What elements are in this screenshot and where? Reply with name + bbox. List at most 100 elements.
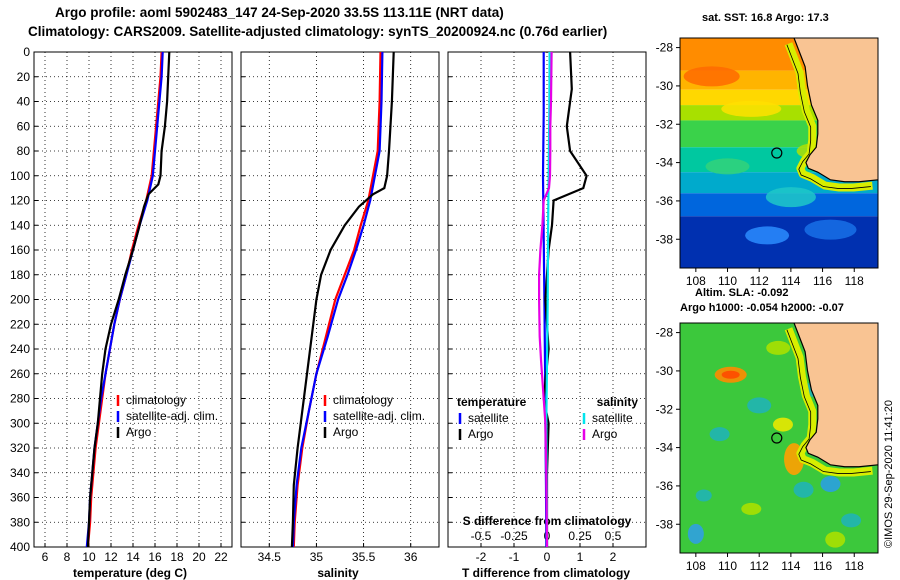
x-tick-label: 10 — [82, 550, 96, 564]
lon-tick-label: 112 — [750, 559, 769, 573]
y-tick-label: 280 — [10, 392, 30, 406]
lat-tick-label: -34 — [656, 441, 674, 455]
legend-label: satellite — [592, 411, 633, 425]
sla-blob — [793, 481, 814, 498]
x-axis-label: temperature (deg C) — [73, 566, 187, 580]
y-tick-label: 140 — [10, 218, 30, 232]
sla-blob — [741, 502, 762, 515]
y-tick-label: 320 — [10, 441, 30, 455]
lon-tick-label: 116 — [813, 559, 832, 573]
land — [793, 323, 878, 468]
map-frame — [679, 322, 879, 554]
y-tick-label: 80 — [17, 144, 31, 158]
series-satellite-adj-clim- — [291, 51, 384, 548]
x-tick-label: 12 — [104, 550, 118, 564]
page-title-line1: Argo profile: aoml 5902483_147 24-Sep-20… — [55, 5, 504, 20]
lon-tick-label: 110 — [718, 559, 737, 573]
lat-tick-label: -38 — [656, 232, 674, 246]
sla-map-title-line2: Argo h1000: -0.054 h2000: -0.07 — [680, 302, 844, 314]
y-tick-label: 400 — [10, 540, 30, 554]
x-tick-label: 18 — [170, 550, 184, 564]
x-tick-label: 16 — [148, 550, 162, 564]
lat-tick-label: -30 — [656, 79, 674, 93]
sst-blob — [683, 66, 740, 87]
lon-tick-label: 114 — [781, 559, 800, 573]
lat-tick-label: -32 — [656, 402, 674, 416]
legend-label: Argo — [333, 425, 359, 439]
lon-tick-label: 118 — [845, 274, 864, 288]
legend-label: satellite — [468, 411, 509, 425]
sst-map: 108 110 112 114 116 118 -28 -30 -32 -34 -36 -38 — [656, 37, 879, 288]
x-tick-label: 6 — [42, 550, 49, 564]
y-tick-label: 120 — [10, 194, 30, 208]
coastal-shelf — [784, 327, 873, 477]
sla-map-title-line1: Altim. SLA: -0.092 — [695, 287, 789, 299]
x-tick-label: 0 — [544, 550, 551, 564]
lat-tick-label: -28 — [656, 326, 674, 340]
legend-label: climatology — [333, 393, 393, 407]
y-tick-label: 240 — [10, 342, 30, 356]
x-axis-label: T difference from climatology — [462, 566, 630, 580]
legend-label: climatology — [126, 393, 186, 407]
sla-blob — [687, 523, 704, 544]
map-content — [680, 38, 878, 268]
lon-tick-label: 112 — [750, 274, 769, 288]
top-tick-label: -0.25 — [500, 529, 528, 543]
x-tick-label: 2 — [610, 550, 617, 564]
lat-tick-label: -38 — [656, 517, 674, 531]
lon-tick-label: 114 — [781, 274, 800, 288]
series-argo — [290, 51, 395, 548]
sla-blob — [721, 370, 740, 379]
x-tick-label: 35 — [310, 550, 324, 564]
x-tick-label: 22 — [214, 550, 228, 564]
sst-blob — [745, 226, 790, 245]
chart-panel-2: 34.5 35 35.5 36 salinity climatology satellite… — [240, 51, 440, 580]
y-tick-label: 20 — [17, 70, 31, 84]
shelf-contour — [786, 329, 871, 474]
x-tick-label: -2 — [476, 550, 487, 564]
legend-title-salinity: salinity — [597, 395, 639, 409]
legend-label: satellite-adj. clim. — [126, 409, 218, 423]
chart-panel-1: 6 8 10 12 14 16 18 20 22020406080100120140160180… — [10, 45, 233, 580]
lat-tick-label: -28 — [656, 41, 674, 55]
y-tick-label: 360 — [10, 491, 30, 505]
lon-tick-label: 118 — [845, 559, 864, 573]
x-tick-label: 35.5 — [352, 550, 376, 564]
land — [793, 38, 878, 183]
sla-blob — [766, 340, 791, 355]
argo-position-marker — [771, 147, 783, 159]
y-tick-label: 180 — [10, 268, 30, 282]
lat-tick-label: -36 — [656, 194, 674, 208]
legend-title-temperature: temperature — [457, 395, 527, 409]
lat-tick-label: -36 — [656, 479, 674, 493]
sst-blob — [804, 219, 857, 240]
y-tick-label: 380 — [10, 515, 30, 529]
x-tick-label: 14 — [126, 550, 140, 564]
x-tick-label: -1 — [509, 550, 520, 564]
y-tick-label: 160 — [10, 243, 30, 257]
legend-label: Argo — [468, 427, 494, 441]
legend-label: Argo — [592, 427, 618, 441]
legend-label: satellite-adj. clim. — [333, 409, 425, 423]
y-tick-label: 260 — [10, 367, 30, 381]
top-tick-label: 0.5 — [605, 529, 622, 543]
legend-label: Argo — [126, 425, 152, 439]
sla-blob — [841, 513, 862, 528]
x-tick-label: 36 — [404, 550, 418, 564]
y-tick-label: 220 — [10, 317, 30, 331]
lon-tick-label: 108 — [686, 274, 706, 288]
lon-tick-label: 108 — [686, 559, 706, 573]
y-tick-label: 100 — [10, 169, 30, 183]
x-tick-label: 20 — [192, 550, 206, 564]
x-tick-label: 1 — [577, 550, 584, 564]
y-tick-label: 60 — [17, 119, 31, 133]
argo-position-marker — [771, 432, 783, 444]
sla-blob — [820, 476, 841, 492]
sla-blob — [772, 417, 793, 432]
sla-blob — [825, 531, 846, 548]
page-title-line2: Climatology: CARS2009. Satellite-adjuste… — [28, 24, 608, 39]
map-frame — [679, 37, 879, 269]
series-argo — [86, 51, 171, 548]
